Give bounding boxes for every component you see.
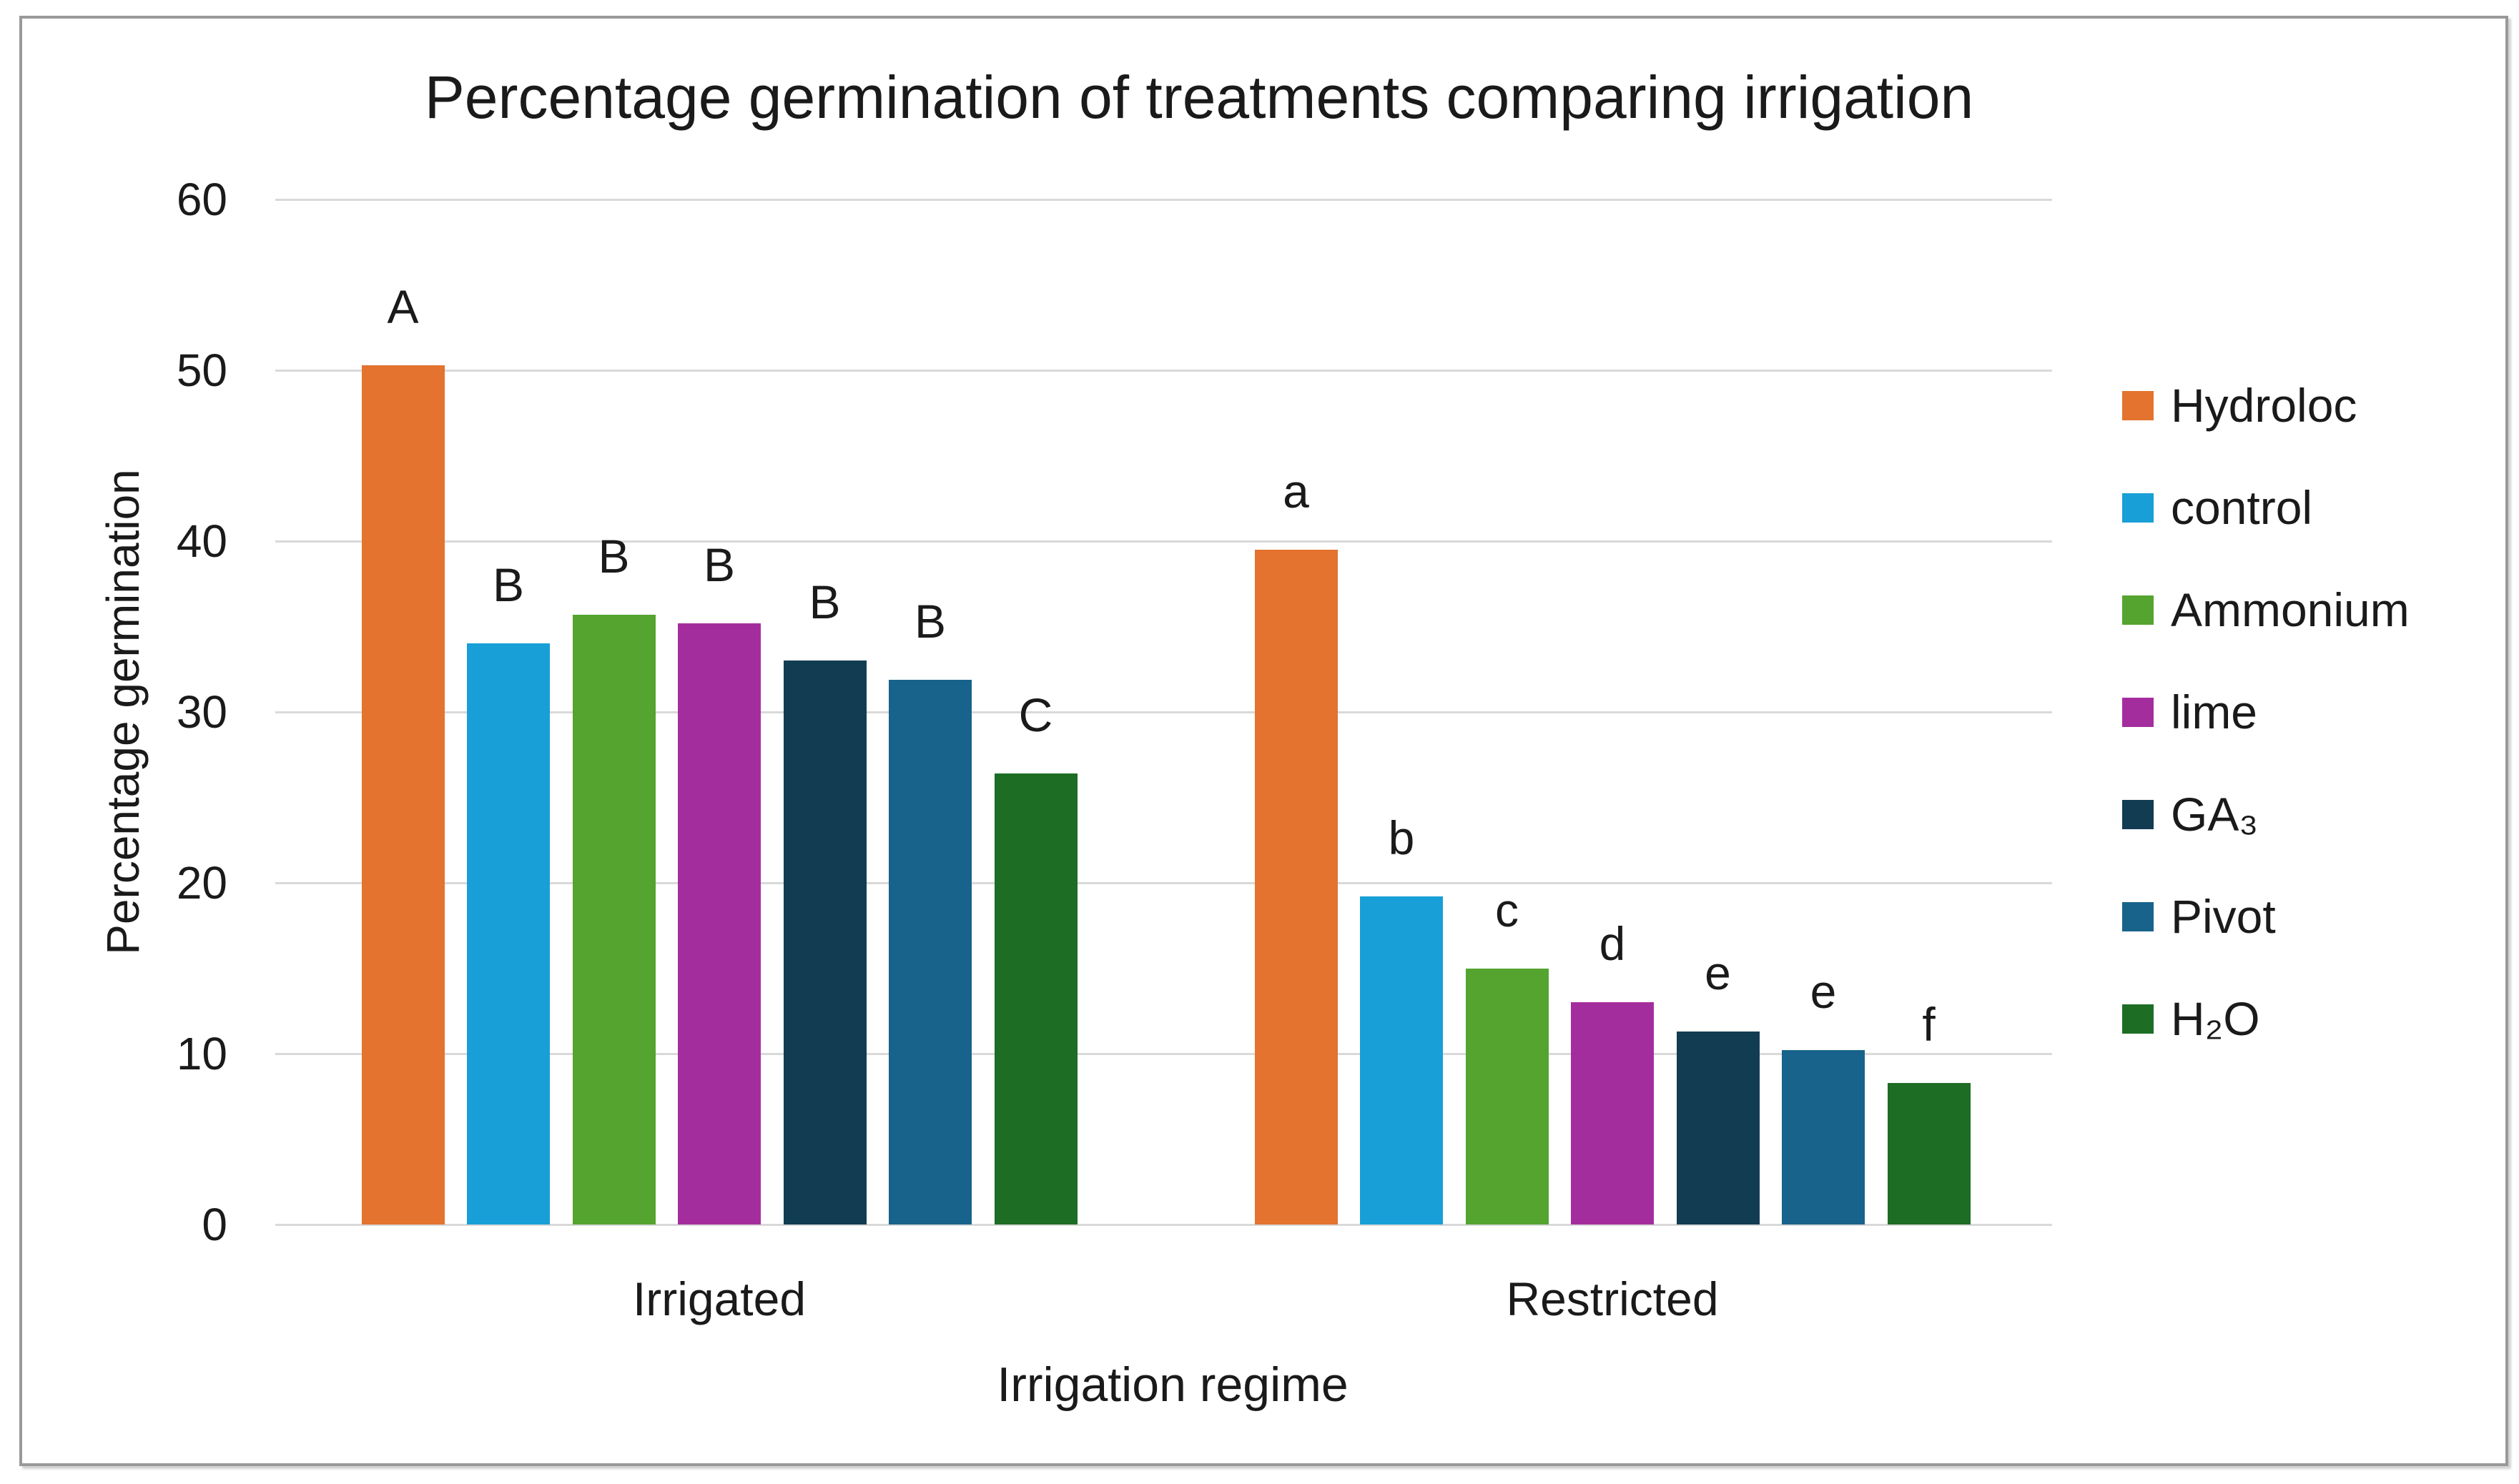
significance-letter: A xyxy=(387,280,419,333)
gridline xyxy=(275,370,2052,372)
legend-swatch-icon xyxy=(2122,901,2154,931)
bar-restricted-1 xyxy=(1360,896,1443,1225)
legend-item: control xyxy=(2122,479,2312,536)
bar-irrigated-6 xyxy=(994,773,1078,1225)
bar-irrigated-4 xyxy=(783,661,867,1225)
gridline xyxy=(275,711,2052,713)
legend-swatch-icon xyxy=(2122,799,2154,829)
bar-irrigated-5 xyxy=(889,679,972,1225)
legend-item: GA₃ xyxy=(2122,786,2258,843)
legend-swatch-icon xyxy=(2122,1004,2154,1034)
bar-restricted-5 xyxy=(1782,1050,1865,1225)
legend-label: Hydroloc xyxy=(2171,379,2357,432)
significance-letter: B xyxy=(809,575,841,629)
bar-restricted-3 xyxy=(1571,1002,1654,1225)
legend-item: lime xyxy=(2122,683,2257,741)
legend-label: lime xyxy=(2171,686,2258,738)
legend-label: GA₃ xyxy=(2171,788,2259,841)
significance-letter: d xyxy=(1599,917,1626,971)
significance-letter: e xyxy=(1810,965,1837,1019)
legend-item: H₂O xyxy=(2122,990,2260,1047)
x-category-label: Restricted xyxy=(1506,1272,1719,1325)
significance-letter: b xyxy=(1388,811,1415,865)
bar-restricted-6 xyxy=(1887,1082,1971,1225)
significance-letter: c xyxy=(1495,883,1519,936)
significance-letter: C xyxy=(1018,688,1053,742)
bar-restricted-4 xyxy=(1676,1031,1760,1225)
legend-label: control xyxy=(2171,481,2313,534)
y-tick-label: 0 xyxy=(202,1199,227,1250)
bar-irrigated-2 xyxy=(572,614,656,1225)
y-tick-label: 50 xyxy=(176,345,227,396)
significance-letter: B xyxy=(914,594,947,648)
x-category-label: Irrigated xyxy=(632,1272,807,1325)
bar-irrigated-3 xyxy=(678,623,761,1225)
gridline xyxy=(275,882,2052,884)
legend-swatch-icon xyxy=(2122,595,2154,625)
legend-swatch-icon xyxy=(2122,697,2154,727)
y-tick-label: 60 xyxy=(176,174,227,225)
legend-swatch-icon xyxy=(2122,493,2154,523)
gridline xyxy=(275,1053,2052,1055)
bar-irrigated-0 xyxy=(361,365,445,1225)
legend-item: Pivot xyxy=(2122,888,2276,945)
bar-restricted-0 xyxy=(1254,549,1338,1225)
chart-title: Percentage germination of treatments com… xyxy=(424,64,1974,131)
significance-letter: e xyxy=(1705,946,1731,999)
bar-irrigated-1 xyxy=(467,643,550,1225)
x-axis-title: Irrigation regime xyxy=(997,1357,1349,1412)
y-tick-label: 30 xyxy=(176,686,227,738)
legend-swatch-icon xyxy=(2122,390,2154,420)
legend-label: Ammonium xyxy=(2171,583,2410,636)
bar-restricted-2 xyxy=(1465,968,1549,1225)
significance-letter: a xyxy=(1283,464,1309,518)
gridline xyxy=(275,540,2052,543)
significance-letter: B xyxy=(492,558,525,612)
gridline xyxy=(275,199,2052,201)
significance-letter: B xyxy=(703,538,736,591)
y-tick-label: 40 xyxy=(176,515,227,567)
y-tick-label: 20 xyxy=(176,857,227,909)
gridline xyxy=(275,1224,2052,1226)
legend-label: H₂O xyxy=(2171,992,2260,1045)
significance-letter: B xyxy=(598,529,630,583)
legend-item: Ammonium xyxy=(2122,581,2410,638)
y-tick-label: 10 xyxy=(176,1028,227,1079)
legend-item: Hydroloc xyxy=(2122,377,2357,434)
legend-label: Pivot xyxy=(2171,890,2276,943)
significance-letter: f xyxy=(1922,997,1936,1051)
